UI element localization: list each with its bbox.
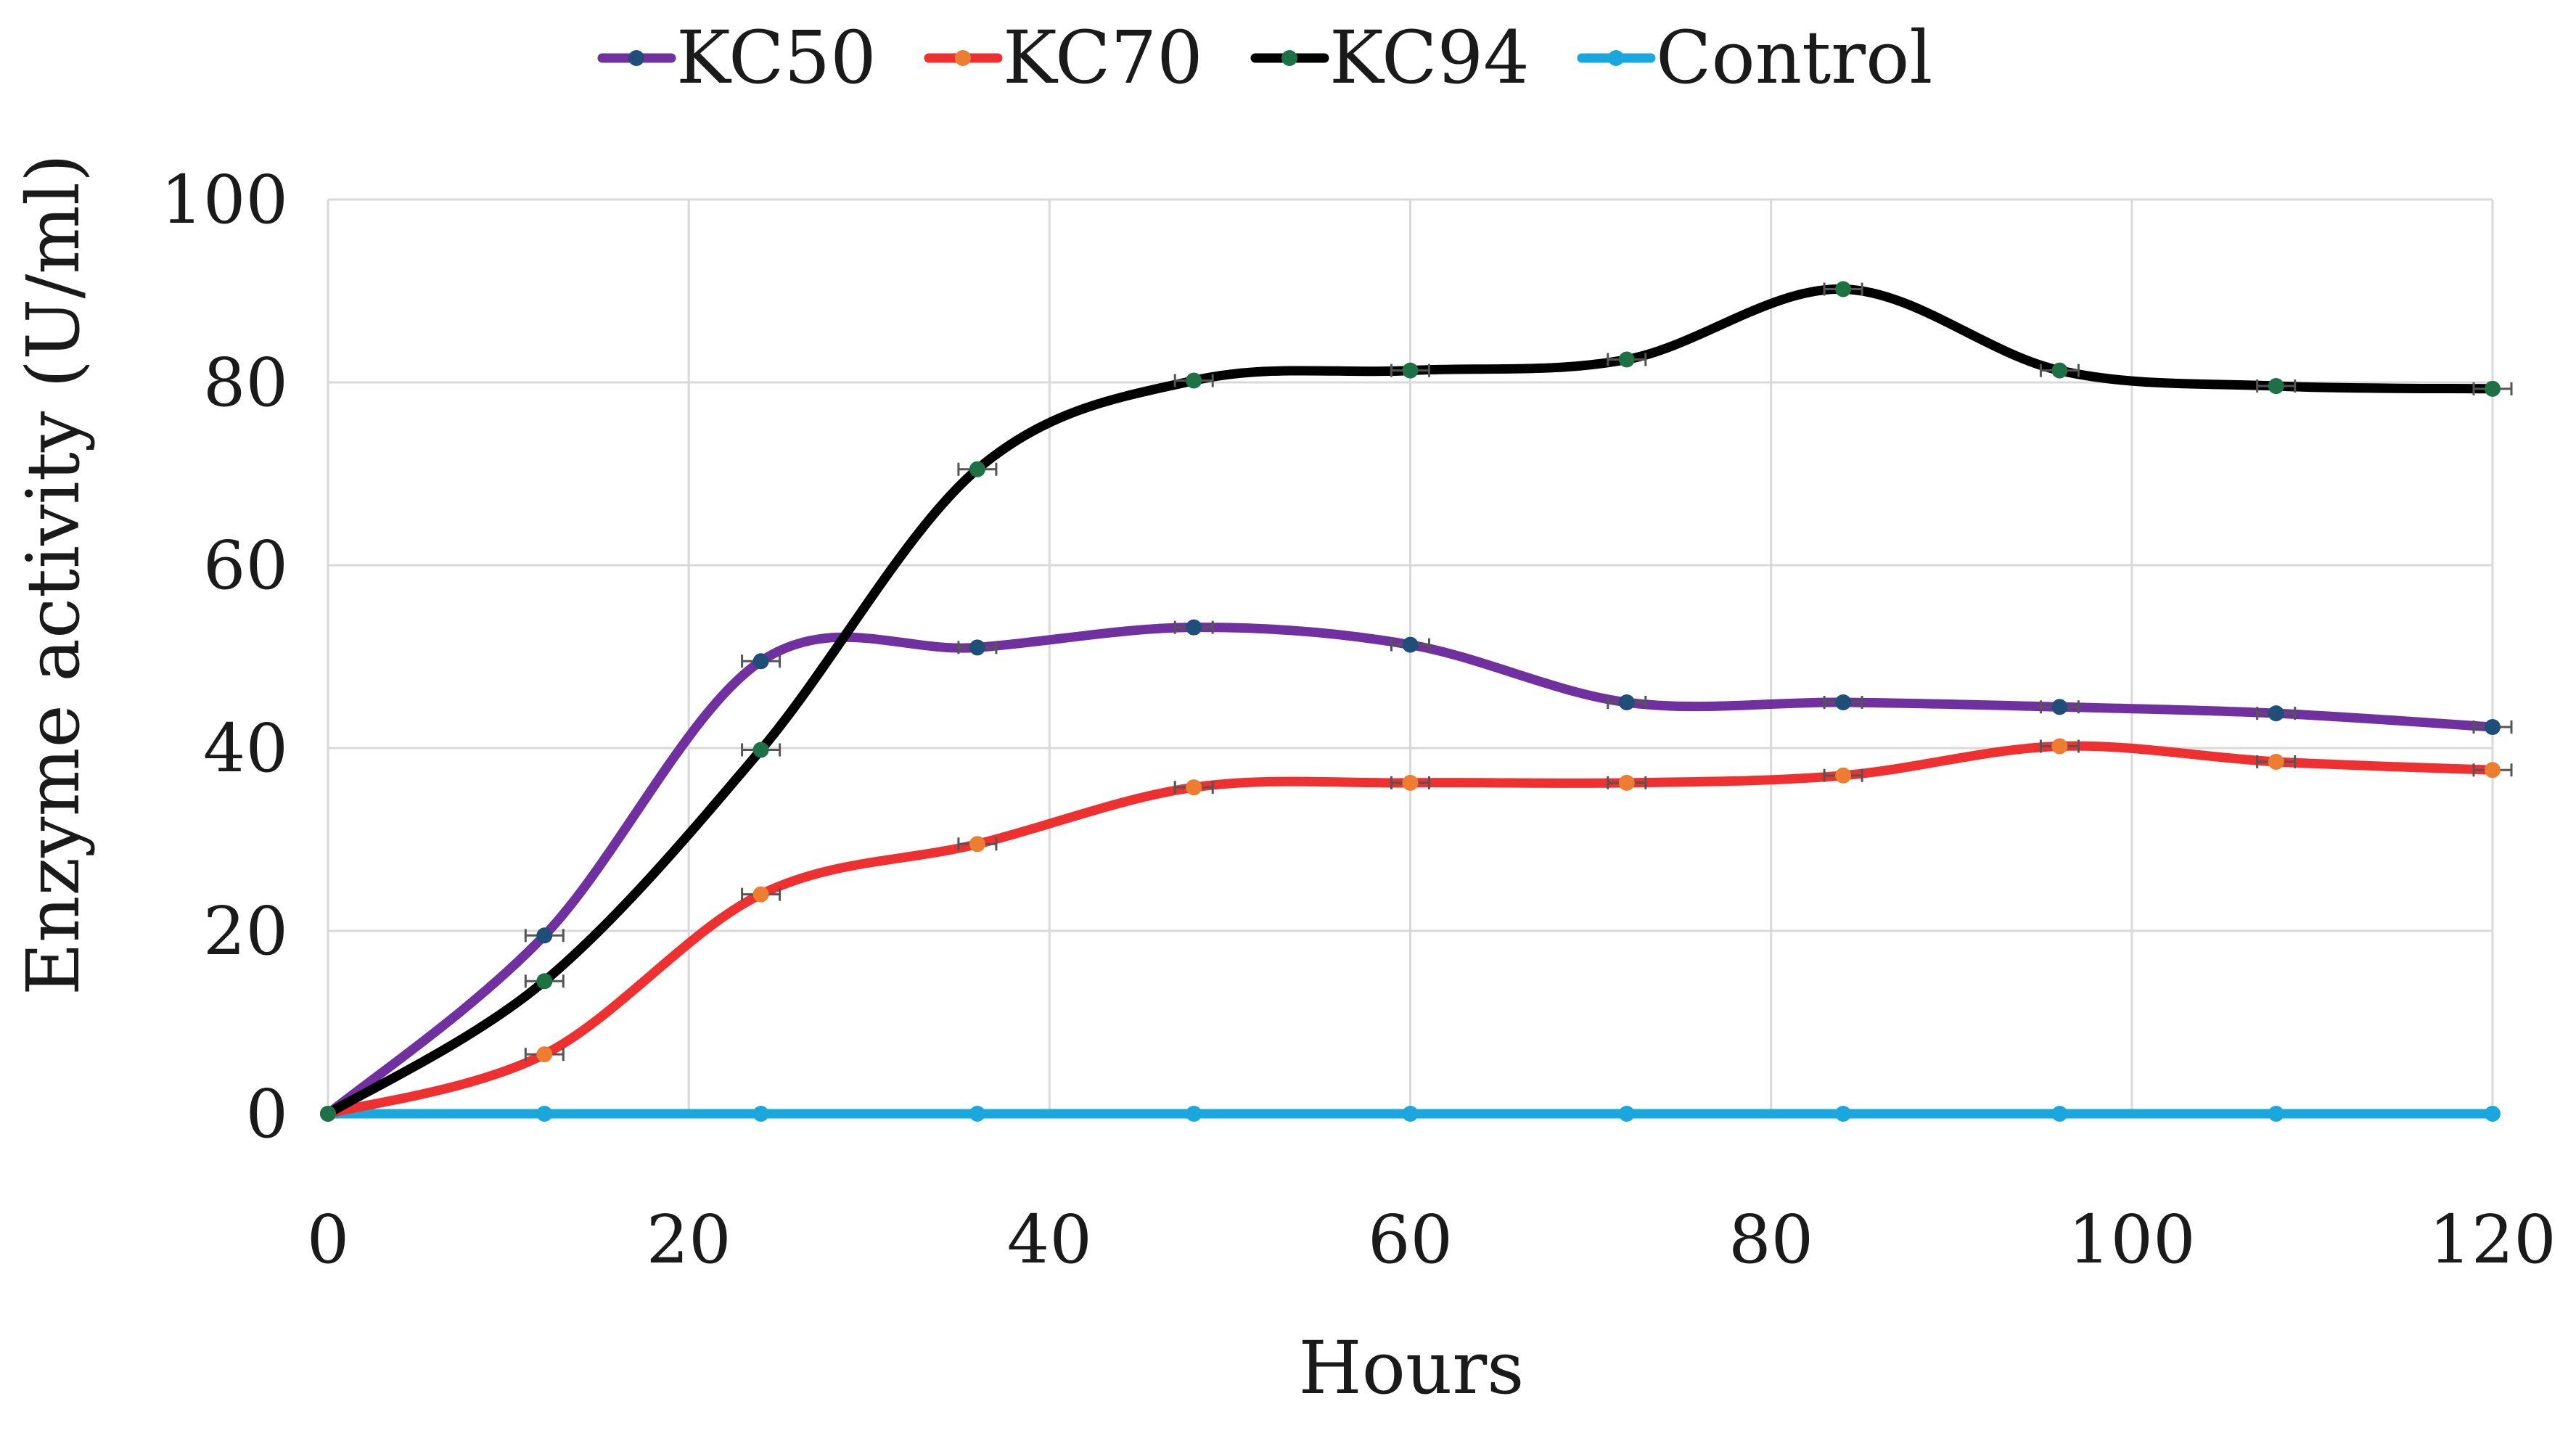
data-point-kc50 bbox=[752, 653, 769, 670]
data-point-kc94 bbox=[1186, 372, 1202, 389]
data-point-kc50 bbox=[1402, 636, 1419, 653]
y-axis-title: Enzyme activity (U/ml) bbox=[11, 154, 96, 995]
legend: KC50 KC70 KC94 Control bbox=[597, 15, 1932, 100]
x-axis-title: Hours bbox=[1299, 1326, 1525, 1411]
data-point-kc70 bbox=[2485, 762, 2501, 779]
series-markers bbox=[320, 281, 2501, 1122]
y-tick-labels: 0 20 40 60 80 100 bbox=[160, 161, 288, 1153]
data-point-kc50 bbox=[2268, 705, 2284, 722]
data-point-kc70 bbox=[752, 886, 769, 903]
data-point-kc94 bbox=[1618, 351, 1635, 368]
data-point-kc70 bbox=[536, 1046, 553, 1063]
data-point-kc94 bbox=[2485, 380, 2501, 397]
data-point-kc94 bbox=[320, 1106, 336, 1122]
legend-label-kc50: KC50 bbox=[676, 15, 877, 100]
legend-marker-kc94 bbox=[1281, 50, 1297, 66]
legend-marker-kc50 bbox=[628, 50, 644, 66]
data-point-kc70 bbox=[969, 836, 985, 853]
legend-label-control: Control bbox=[1656, 15, 1932, 100]
y-tick-label: 0 bbox=[245, 1075, 288, 1153]
data-point-kc94 bbox=[969, 461, 985, 477]
series-line-kc50 bbox=[323, 623, 2498, 1119]
x-tick-label: 20 bbox=[647, 1201, 731, 1278]
x-tick-label: 0 bbox=[307, 1201, 350, 1278]
data-point-control bbox=[969, 1106, 985, 1122]
data-point-kc50 bbox=[536, 927, 553, 944]
data-point-control bbox=[536, 1106, 553, 1122]
data-point-kc70 bbox=[1402, 774, 1419, 791]
x-tick-label: 60 bbox=[1368, 1201, 1453, 1278]
data-point-control bbox=[1835, 1106, 1852, 1122]
x-tick-label: 100 bbox=[2068, 1201, 2196, 1278]
data-point-control bbox=[752, 1106, 769, 1122]
data-point-control bbox=[1402, 1106, 1419, 1122]
legend-marker-control bbox=[1608, 50, 1624, 66]
x-tick-label: 40 bbox=[1007, 1201, 1092, 1278]
data-point-kc94 bbox=[536, 973, 553, 990]
legend-marker-kc70 bbox=[955, 50, 971, 66]
data-point-kc70 bbox=[2268, 753, 2284, 770]
data-point-kc94 bbox=[2051, 362, 2068, 379]
legend-label-kc94: KC94 bbox=[1329, 15, 1530, 100]
x-tick-label: 120 bbox=[2429, 1201, 2556, 1278]
legend-label-kc70: KC70 bbox=[1003, 15, 1203, 100]
data-point-kc70 bbox=[1186, 779, 1202, 796]
y-tick-label: 20 bbox=[203, 892, 288, 970]
y-tick-label: 60 bbox=[203, 527, 288, 604]
data-point-control bbox=[2051, 1106, 2068, 1122]
x-tick-labels: 0 20 40 60 80 100 120 bbox=[307, 1201, 2556, 1278]
data-point-kc94 bbox=[2268, 378, 2284, 395]
data-point-kc94 bbox=[1835, 281, 1852, 297]
data-point-control bbox=[1186, 1106, 1202, 1122]
data-point-kc50 bbox=[1835, 694, 1852, 710]
data-point-kc50 bbox=[2051, 699, 2068, 715]
data-point-control bbox=[2485, 1106, 2501, 1122]
data-point-kc70 bbox=[2051, 738, 2068, 755]
data-point-control bbox=[2268, 1106, 2284, 1122]
data-point-kc50 bbox=[2485, 719, 2501, 736]
y-tick-label: 80 bbox=[203, 344, 288, 422]
data-point-kc70 bbox=[1835, 767, 1852, 784]
series-line-kc94 bbox=[323, 284, 2498, 1119]
data-point-kc94 bbox=[752, 742, 769, 758]
x-tick-label: 80 bbox=[1728, 1201, 1813, 1278]
data-point-kc94 bbox=[1402, 362, 1419, 379]
y-tick-label: 100 bbox=[160, 161, 288, 239]
data-point-kc50 bbox=[1186, 619, 1202, 636]
data-point-kc50 bbox=[1618, 694, 1635, 710]
data-point-control bbox=[1618, 1106, 1635, 1122]
data-point-kc50 bbox=[969, 639, 985, 656]
data-point-kc70 bbox=[1618, 774, 1635, 791]
y-tick-label: 40 bbox=[203, 710, 288, 787]
